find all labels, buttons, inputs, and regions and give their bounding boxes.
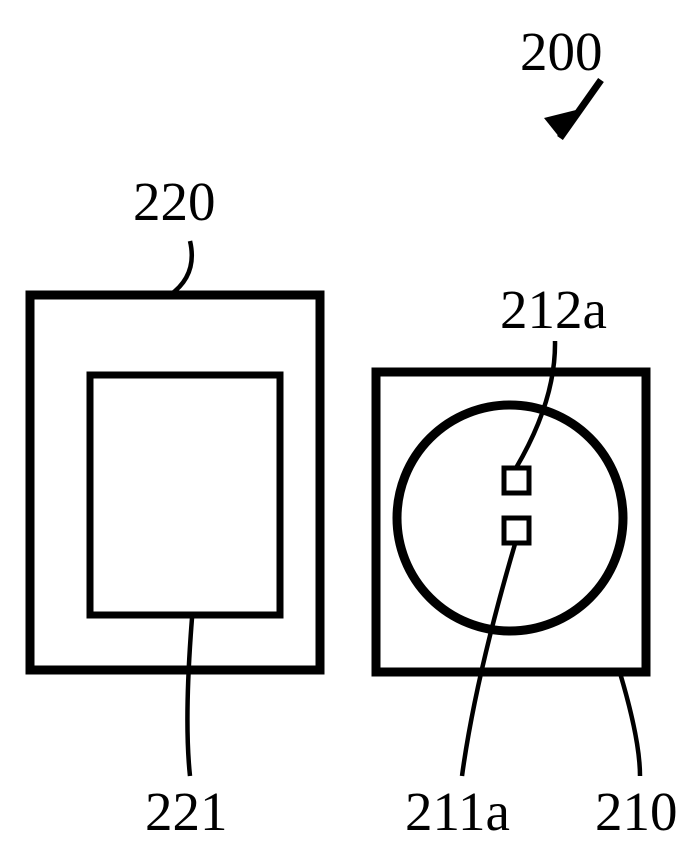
diagram-svg (0, 0, 699, 863)
diagram-canvas: 200 220 221 212a 211a 210 (0, 0, 699, 863)
small-top-rect (504, 468, 529, 493)
leader-220 (170, 241, 192, 295)
small-bottom-rect (504, 518, 529, 543)
leader-221 (187, 618, 192, 776)
leader-211a (462, 544, 515, 776)
arrow-200-shaft (560, 80, 601, 138)
inner-left-rect (90, 375, 280, 615)
leader-210 (620, 673, 640, 776)
